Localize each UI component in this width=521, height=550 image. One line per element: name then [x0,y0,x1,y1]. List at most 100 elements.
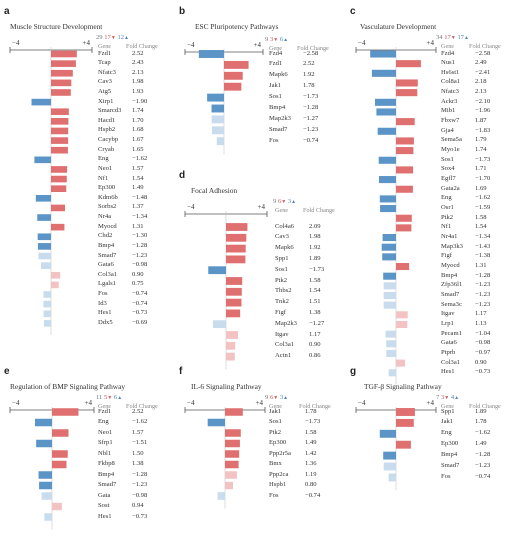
gene-name: Eng [441,429,452,437]
bar-map3k3 [381,243,396,251]
down-count: 3 [279,394,284,401]
fold-change-value: −2.10 [475,97,491,105]
gene-name: Egfl7 [441,175,456,183]
bar-sost [52,502,62,511]
gene-name: Hspb1 [269,481,287,488]
gene-count-header: 9 6▼ 3▲ [265,394,288,401]
gene-name: Smad7 [441,462,460,469]
bar-sfrp1 [36,439,52,448]
bar-cav3 [51,79,72,87]
fold-change-value: 1.58 [309,276,321,284]
gene-name: Bmp4 [98,470,115,478]
bar-map2k3 [211,115,224,124]
gene-name: Jak1 [269,407,282,415]
gene-name: Fos [98,290,108,297]
fold-change-value: −1.23 [132,251,148,259]
gene-name: Col3a1 [441,358,461,366]
gene-name: Smad7 [98,251,117,259]
gene-name: Nr4a [98,213,112,221]
gene-name: Tcap [98,59,111,67]
gene-name: Actn1 [275,352,292,360]
bar-hs6st1 [371,69,396,77]
gene-name: Figf [275,308,286,316]
fold-change-value: 2.18 [475,78,487,86]
total-count: 9 [265,36,269,43]
bar-fzd1 [52,408,79,416]
bar-nf1 [396,224,412,232]
fold-change-value: 1.78 [305,407,317,415]
bar-zfp36l1 [383,282,396,290]
bar-jak1 [396,418,414,427]
up-count: 17 [444,34,451,41]
gene-name: Ep300 [269,439,287,446]
fold-change-value: 1.92 [303,71,315,79]
x-tick-label: +4 [83,39,91,47]
gene-name: Map2k3 [275,319,297,327]
fold-change-column-header: Fold Change [297,45,329,52]
gene-name: Gata [98,491,111,499]
bar-myocd [51,223,65,231]
fold-change-value: −2.58 [303,49,319,57]
x-tick-label: +4 [427,399,435,407]
gene-name: Smad7 [269,125,288,133]
panel-title: Muscle Structure Development [10,22,103,31]
panel-letter: a [4,6,10,17]
down-count: 12 [117,34,125,41]
fold-change-value: −1.34 [132,213,148,221]
bar-fbxw7 [396,118,415,126]
gene-name: Ep300 [98,184,116,192]
up-count: 6 [269,394,274,401]
bar-ptk2 [226,277,243,285]
gene-name: Nfatc3 [441,88,459,96]
gene-name: Ptk2 [441,213,454,221]
gene-name: Fkbp8 [98,460,115,467]
panel-title: TGF-β Signaling Pathway [364,382,442,391]
fold-change-value: 1.92 [309,244,321,252]
gene-name: Itgav [441,310,455,318]
fold-change-value: −0.73 [132,309,148,317]
gene-column-header: Gene [269,403,283,410]
gene-name: Col3a1 [98,270,118,278]
bar-hes1 [44,513,52,521]
gene-count-header: 34 17▼ 17▲ [436,34,469,41]
fold-change-value: −1.43 [475,242,491,250]
gene-name: Sema3c [441,300,462,308]
gene-name: Neo1 [98,428,113,436]
bar-smad7 [383,291,396,300]
bar-chart: −4 +4 [355,399,437,491]
bar-hspb1 [225,481,233,490]
gene-name: Id3 [98,299,107,307]
up-marker-icon: ▼ [281,200,287,205]
bar-bmp4 [38,471,52,479]
gene-name: Sema5a [441,136,462,144]
down-marker-icon: ▲ [283,396,289,401]
gene-name: Eng [441,194,452,202]
bar-ppp2r5a [225,450,240,458]
bar-chart: −4 +4 [9,399,95,530]
fold-change-column-header: Fold Change [126,43,158,50]
fold-change-value: −1.28 [132,241,148,249]
gene-name: Gata2a [441,184,460,192]
gene-name: Sos1 [275,265,288,273]
up-marker-icon: ▼ [107,396,113,401]
bar-col3a1 [51,271,61,279]
fold-change-value: −1.70 [475,175,491,183]
up-count: 3 [269,36,274,43]
fold-change-value: −0.74 [475,472,491,480]
gene-name: Nbl1 [98,449,112,457]
bar-bmp4 [383,451,396,460]
fold-change-value: 1.50 [132,449,144,457]
down-marker-icon: ▲ [464,36,469,41]
bar-eng [34,418,52,427]
bar-tcap [51,60,76,67]
bar-fos [216,137,224,146]
gene-name: Smad7 [98,481,117,488]
gene-name: Map2k3 [269,114,291,122]
gene-name: Neo1 [98,164,113,172]
gene-name: Itgav [275,330,289,338]
gene-name: Hes1 [441,368,455,376]
fold-change-value: −1.73 [309,265,325,273]
gene-name: Bmp4 [269,104,286,111]
bar-id3 [43,300,51,308]
bar-smarcd3 [51,108,69,116]
